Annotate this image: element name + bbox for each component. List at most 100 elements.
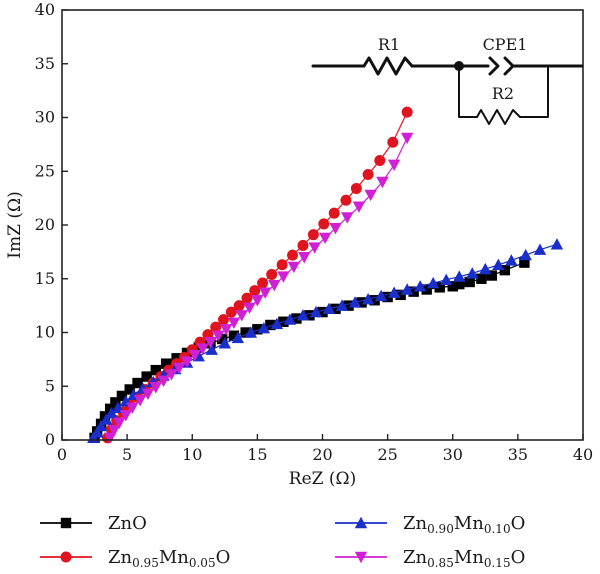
circuit-label-r1: R1 xyxy=(378,35,400,54)
data-point xyxy=(440,273,453,286)
data-point xyxy=(492,258,505,270)
y-tick-label: 0 xyxy=(45,430,55,449)
data-point xyxy=(322,302,336,315)
data-point xyxy=(400,132,414,145)
data-point xyxy=(233,300,245,312)
data-point xyxy=(505,254,518,266)
data-point xyxy=(387,286,401,298)
data-point xyxy=(519,248,532,261)
data-point xyxy=(318,232,332,245)
data-point xyxy=(165,369,178,381)
data-point xyxy=(257,322,271,334)
data-point xyxy=(486,270,498,281)
x-tick-label: 30 xyxy=(443,445,463,464)
legend-label: Zn0.90Mn0.10O xyxy=(403,513,525,536)
resistor-r2-icon xyxy=(476,109,521,125)
data-point xyxy=(90,426,104,438)
legend: ZnO Zn0.95Mn0.05O Zn0.90Mn0.10O Zn0.85Mn0.1… xyxy=(40,513,525,570)
y-axis-label: ImZ (Ω) xyxy=(5,191,25,258)
x-tick-label: 10 xyxy=(182,445,202,464)
data-point xyxy=(105,406,118,419)
data-point xyxy=(141,371,152,382)
data-point xyxy=(421,284,432,295)
data-point xyxy=(307,229,319,241)
data-point xyxy=(341,212,354,224)
data-point xyxy=(376,176,389,189)
data-point xyxy=(265,319,276,331)
data-point xyxy=(188,349,202,362)
data-point xyxy=(453,270,466,282)
data-point xyxy=(476,273,487,284)
data-point xyxy=(309,305,323,318)
data-point xyxy=(225,306,237,318)
data-point xyxy=(161,358,172,369)
y-tick-label: 25 xyxy=(35,161,55,180)
legend-entry-3: Zn0.85Mn0.15O xyxy=(335,547,525,570)
data-point xyxy=(218,314,230,326)
y-tick-label: 20 xyxy=(35,215,55,234)
data-point xyxy=(150,364,161,376)
series-2 xyxy=(87,238,564,444)
data-point xyxy=(241,292,253,304)
data-point xyxy=(519,257,530,268)
series-0 xyxy=(89,257,530,444)
data-point xyxy=(382,291,393,303)
data-point xyxy=(240,327,251,338)
data-point xyxy=(252,324,263,335)
x-tick-label: 35 xyxy=(508,445,528,464)
data-point xyxy=(196,343,209,355)
data-point xyxy=(212,330,225,342)
equivalent-circuit-inset xyxy=(311,56,584,125)
circuit-label-cpe1: CPE1 xyxy=(483,35,528,54)
data-point xyxy=(110,397,121,408)
data-point xyxy=(454,278,465,290)
data-point xyxy=(413,280,427,292)
data-point xyxy=(369,295,380,306)
x-tick-label: 40 xyxy=(573,445,593,464)
x-tick-label: 5 xyxy=(122,445,132,464)
data-point xyxy=(235,310,248,322)
data-point xyxy=(328,207,340,219)
data-point xyxy=(104,403,116,415)
data-point xyxy=(244,326,258,338)
data-point xyxy=(427,276,440,289)
data-point xyxy=(149,382,162,394)
x-tick-label: 20 xyxy=(312,445,332,464)
data-point xyxy=(304,310,315,321)
data-point xyxy=(434,282,445,293)
data-point xyxy=(243,302,256,314)
x-tick-label: 25 xyxy=(377,445,397,464)
data-point xyxy=(116,390,128,402)
data-point xyxy=(329,223,342,235)
data-point xyxy=(100,413,113,425)
data-point xyxy=(157,375,170,388)
data-point xyxy=(218,337,232,349)
legend-marker xyxy=(354,516,368,529)
x-axis-label: ReZ (Ω) xyxy=(289,469,356,489)
circuit-parallel-branch xyxy=(458,65,478,118)
legend-marker xyxy=(354,551,368,564)
data-point xyxy=(249,285,261,297)
y-tick-label: 10 xyxy=(35,323,55,342)
data-point xyxy=(362,168,374,180)
data-point xyxy=(180,356,194,368)
cpe-left-plate-icon xyxy=(488,56,500,76)
data-point xyxy=(217,333,228,345)
data-point xyxy=(356,297,367,308)
data-point xyxy=(94,419,108,432)
data-point xyxy=(219,324,233,336)
data-point xyxy=(291,313,302,324)
data-point xyxy=(297,239,309,251)
y-tick-label: 40 xyxy=(35,0,55,19)
data-point xyxy=(361,292,375,305)
data-point xyxy=(466,267,479,279)
data-point xyxy=(132,377,143,389)
data-point xyxy=(395,289,406,301)
data-point xyxy=(277,271,290,283)
data-point xyxy=(298,252,311,264)
data-point xyxy=(173,362,186,375)
data-point xyxy=(210,321,222,333)
data-point xyxy=(287,261,301,274)
data-point xyxy=(124,384,135,395)
data-point xyxy=(266,268,278,280)
